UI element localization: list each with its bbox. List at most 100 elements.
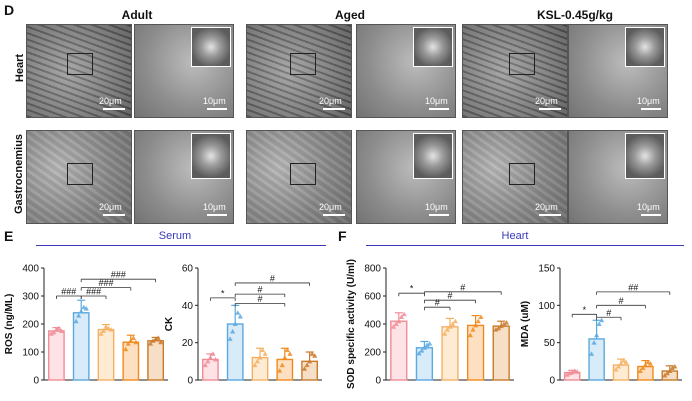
scale-bar (429, 108, 449, 110)
ros-data-point (103, 324, 109, 329)
scale-label-10um: 10μm (425, 202, 448, 212)
magnified-inset (191, 133, 231, 179)
ros-data-point (147, 341, 154, 346)
scale-bar (103, 108, 125, 110)
ck-sig-label: # (270, 273, 275, 283)
mda-data-point (591, 340, 597, 345)
em-heart-aged-zoom: 10μm (356, 24, 456, 118)
ck-data-point (210, 351, 216, 356)
scale-bar (539, 108, 561, 110)
roi-box (509, 163, 535, 185)
mda-sig-label: # (606, 308, 611, 318)
heart-section-rule (366, 245, 684, 246)
ros-data-point (150, 338, 156, 343)
ck-data-point (235, 310, 241, 315)
mda-data-point (669, 365, 675, 371)
scale-bar (207, 214, 227, 216)
ck-data-point (309, 351, 315, 356)
ros-data-point (158, 339, 164, 345)
em-heart-ksl-main: 20μm (462, 24, 568, 118)
sod-data-point (424, 342, 430, 347)
ros-data-point (83, 306, 89, 311)
ros-ytick-label: 400 (22, 264, 39, 275)
ck-y-axis-label: CK (164, 316, 175, 331)
sod-data-point (501, 321, 507, 326)
panel-e-letter: E (4, 228, 14, 244)
em-gastrocnemius-aged-main: 20μm (246, 130, 352, 224)
scale-label-20um: 20μm (535, 96, 558, 106)
sod-data-point (475, 318, 481, 324)
sod-data-point (401, 311, 407, 317)
roi-box (509, 53, 535, 75)
sod-data-point (473, 322, 479, 328)
sod-data-point (470, 327, 476, 332)
scale-label-10um: 10μm (203, 202, 226, 212)
em-heart-ksl-zoom: 10μm (568, 24, 668, 118)
scale-label-10um: 10μm (637, 202, 660, 212)
sod-ytick-label: 200 (364, 348, 381, 359)
sod-data-point (503, 320, 510, 325)
magnified-inset (191, 27, 231, 67)
ros-ytick-label: 300 (22, 292, 39, 303)
ck-sig-label: # (257, 294, 262, 304)
sod-data-point (393, 321, 399, 326)
sod-sig-label: # (447, 291, 452, 301)
ck-data-point (282, 355, 288, 360)
em-gastrocnemius-adult-zoom: 10μm (134, 130, 234, 224)
sod-ytick-label: 400 (364, 320, 381, 331)
sod-data-point (495, 325, 502, 331)
mda-data-point (599, 317, 605, 323)
sod-sig-label: # (460, 282, 465, 292)
ros-data-point (81, 304, 87, 310)
ros-data-point (53, 327, 59, 332)
mda-data-point (596, 321, 602, 326)
sod-bar (492, 325, 510, 381)
mda-data-point (642, 362, 648, 368)
mda-data-point (574, 369, 580, 374)
ros-data-point (58, 328, 65, 333)
ck-data-point (227, 336, 233, 341)
panel-d-letter: D (4, 2, 15, 18)
ros-data-point (105, 325, 112, 331)
sod-ytick-label: 600 (364, 292, 381, 303)
ros-data-point (108, 327, 114, 332)
magnified-inset (625, 133, 665, 179)
ros-ytick-label: 0 (33, 376, 39, 387)
scale-bar (429, 214, 449, 216)
sod-ytick-label: 0 (375, 376, 381, 387)
ros-data-point (123, 346, 129, 352)
ros-data-point (133, 339, 139, 345)
sod-sig-label: # (435, 298, 440, 308)
magnified-inset (413, 27, 453, 67)
sod-data-point (416, 350, 422, 356)
scale-bar (323, 108, 345, 110)
sod-data-point (427, 341, 433, 346)
mda-data-point (564, 372, 570, 377)
mda-y-axis-label: MDA (uM) (520, 301, 531, 347)
ck-data-point (254, 358, 261, 364)
ck-data-point (252, 362, 258, 368)
em-gastrocnemius-ksl-zoom: 10μm (568, 130, 668, 224)
sod-y-axis-label: SOD specific activity (U/ml) (346, 259, 357, 389)
em-heart-adult-main: 20μm (26, 24, 132, 118)
roi-box (290, 53, 316, 75)
scale-label-20um: 20μm (99, 96, 122, 106)
roi-box (290, 163, 316, 185)
ros-bar (147, 340, 164, 381)
sod-data-point (390, 324, 397, 329)
ros-data-point (130, 335, 136, 340)
ck-data-point (205, 358, 211, 364)
ck-sig-label: # (257, 285, 262, 295)
scale-bar (323, 214, 345, 216)
mda-data-point (615, 363, 622, 369)
ros-data-point (100, 328, 107, 333)
scale-label-20um: 20μm (319, 202, 342, 212)
roi-box (67, 53, 93, 75)
ros-data-point (76, 313, 82, 318)
ros-data-point (153, 336, 159, 342)
scale-bar (641, 214, 661, 216)
mda-data-point (667, 368, 673, 374)
ck-sig-label: * (221, 288, 225, 298)
sod-bar (390, 320, 408, 381)
